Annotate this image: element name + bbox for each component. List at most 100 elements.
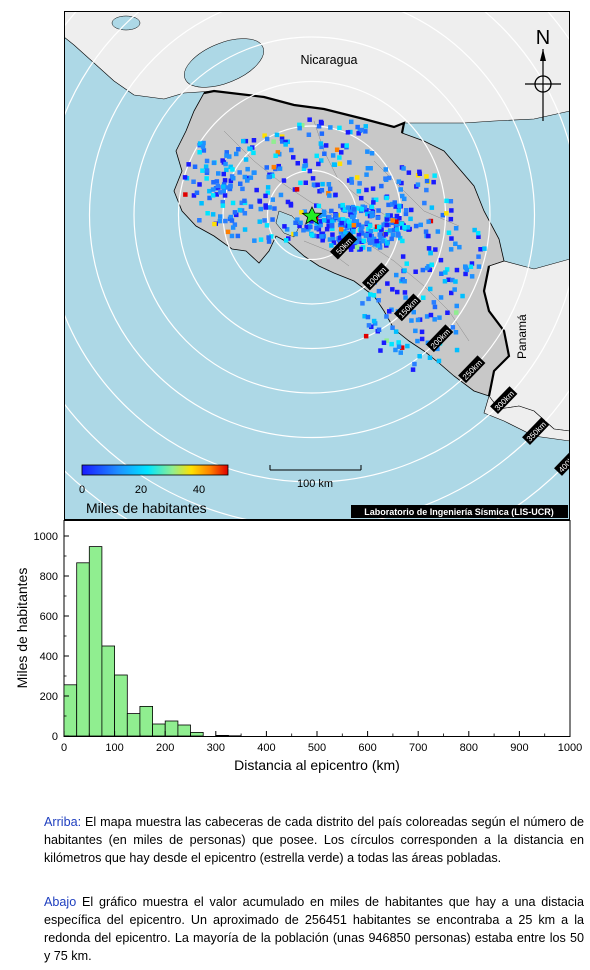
district-marker: [325, 218, 330, 223]
district-marker: [201, 140, 206, 146]
district-marker: [224, 167, 229, 173]
district-marker: [390, 232, 396, 238]
histogram-bar: [215, 734, 229, 737]
x-tick-label: 700: [409, 742, 427, 754]
district-marker: [383, 232, 388, 237]
district-marker: [400, 238, 405, 244]
district-marker: [365, 166, 371, 171]
district-marker: [366, 296, 371, 302]
district-marker: [428, 250, 433, 256]
district-marker: [399, 221, 404, 226]
district-marker: [396, 179, 402, 184]
district-marker: [251, 138, 257, 143]
district-marker: [232, 210, 238, 215]
district-marker: [245, 178, 250, 183]
colorbar-tick-0: 0: [79, 484, 85, 496]
district-marker: [238, 181, 243, 186]
district-marker: [448, 247, 454, 252]
district-marker: [318, 222, 323, 228]
district-marker: [316, 124, 322, 129]
district-markers: [182, 117, 487, 372]
district-marker: [435, 229, 441, 234]
district-marker: [373, 197, 379, 202]
district-marker: [361, 238, 366, 243]
epicenter-star: [301, 206, 323, 225]
district-marker: [417, 354, 422, 359]
district-marker: [293, 231, 298, 237]
district-marker: [401, 166, 406, 171]
district-marker: [396, 340, 401, 345]
district-marker: [357, 236, 362, 241]
district-marker: [377, 245, 383, 250]
district-marker: [448, 216, 454, 222]
district-marker: [393, 347, 398, 353]
district-marker: [357, 181, 362, 186]
district-marker: [469, 274, 475, 279]
district-marker: [371, 293, 377, 298]
district-marker: [396, 233, 401, 238]
district-marker: [266, 235, 271, 240]
district-marker: [346, 178, 352, 183]
district-marker: [342, 207, 348, 212]
district-marker: [318, 219, 323, 224]
district-marker: [437, 315, 442, 320]
district-marker: [337, 217, 342, 222]
district-marker: [444, 267, 450, 272]
district-marker: [314, 153, 319, 159]
district-marker: [264, 136, 270, 142]
district-marker: [428, 312, 434, 318]
district-marker: [454, 303, 459, 309]
district-marker: [338, 203, 343, 209]
population-map: 50km100km150km200km250km300km350km400km …: [64, 11, 570, 520]
district-marker: [444, 198, 449, 204]
district-marker: [394, 272, 399, 278]
district-marker: [242, 227, 248, 232]
district-marker: [395, 227, 400, 232]
y-tick-label: 200: [40, 691, 58, 703]
district-marker: [348, 245, 353, 250]
district-marker: [365, 149, 370, 154]
district-marker: [280, 139, 285, 144]
district-marker: [453, 226, 459, 231]
district-marker: [371, 318, 377, 324]
district-marker: [263, 193, 268, 199]
district-marker: [368, 228, 374, 234]
district-marker: [351, 219, 357, 224]
district-marker: [270, 197, 275, 202]
district-marker: [392, 200, 397, 205]
district-marker: [431, 300, 437, 305]
district-marker: [316, 234, 321, 239]
district-marker: [251, 150, 256, 156]
colorbar: 0 20 40 Miles de habitantes: [79, 464, 229, 516]
district-marker: [337, 155, 342, 160]
district-marker: [222, 193, 228, 198]
district-marker: [424, 187, 429, 193]
histogram-bar: [190, 731, 204, 737]
district-marker: [352, 207, 357, 212]
district-marker: [230, 200, 236, 206]
district-marker: [360, 301, 365, 306]
district-marker: [469, 261, 475, 266]
district-marker: [339, 150, 344, 155]
district-marker: [344, 143, 349, 148]
district-marker: [376, 288, 382, 294]
district-marker: [263, 205, 268, 210]
colorbar-tick-40: 40: [193, 484, 205, 496]
district-marker: [197, 141, 203, 146]
distance-ring: [88, 11, 536, 439]
district-marker: [220, 199, 225, 205]
district-marker: [432, 304, 438, 310]
district-marker: [439, 271, 444, 276]
district-marker: [237, 207, 243, 213]
district-marker: [271, 164, 277, 170]
district-marker: [329, 208, 334, 214]
distance-ring: [133, 36, 491, 394]
district-marker: [436, 358, 442, 364]
district-marker: [223, 218, 228, 224]
district-marker: [402, 279, 407, 284]
district-marker: [341, 233, 346, 239]
district-marker: [377, 240, 382, 246]
district-marker: [212, 221, 217, 227]
district-marker: [314, 203, 319, 208]
district-marker: [210, 193, 216, 198]
